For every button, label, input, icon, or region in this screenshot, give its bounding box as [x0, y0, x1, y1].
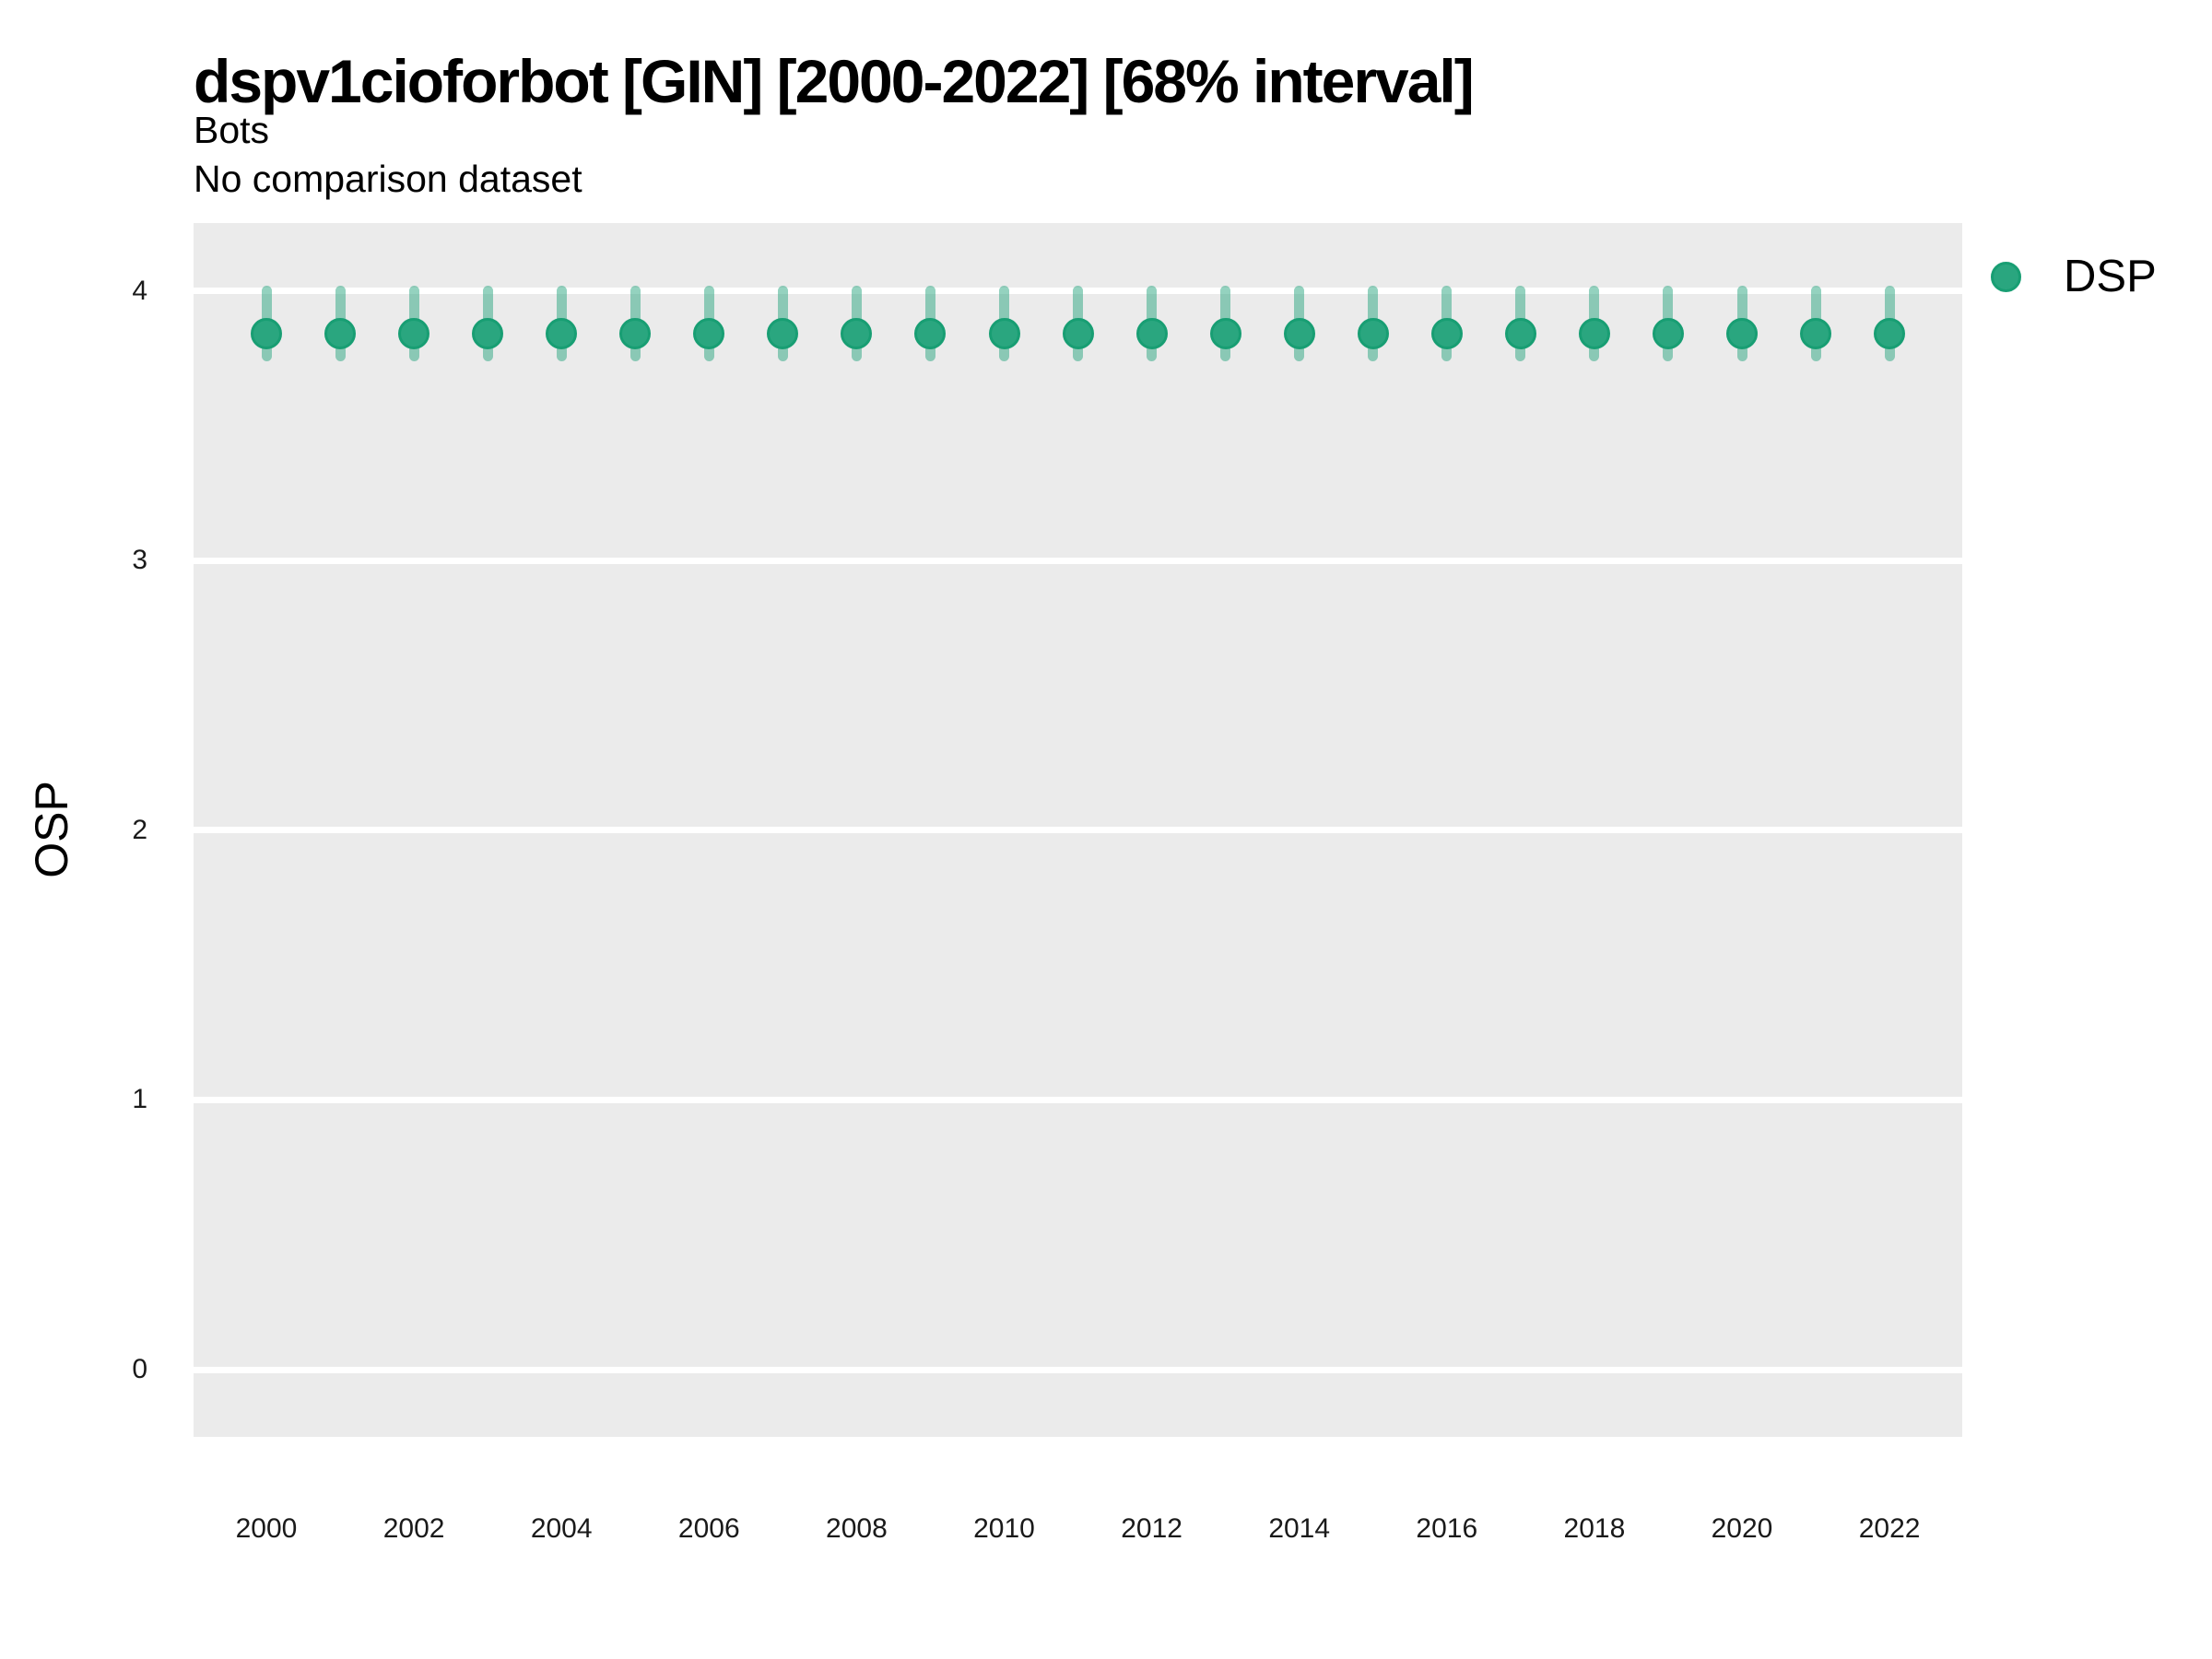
- x-tick-label: 2012: [1121, 1513, 1182, 1544]
- data-point: [767, 318, 799, 350]
- data-point: [1800, 318, 1832, 350]
- data-point: [1135, 318, 1168, 350]
- gridline: [194, 1366, 1962, 1373]
- legend: DSP: [1991, 252, 2157, 301]
- data-point: [1283, 318, 1315, 350]
- x-tick-label: 2022: [1858, 1513, 1921, 1544]
- y-tick-label: 3: [132, 545, 147, 576]
- data-point: [1209, 318, 1241, 350]
- data-point: [841, 318, 873, 350]
- legend-label: DSP: [2064, 252, 2157, 301]
- data-point: [472, 318, 504, 350]
- x-tick-label: 2014: [1268, 1513, 1331, 1544]
- data-point: [1504, 318, 1536, 350]
- data-point: [914, 318, 947, 350]
- x-tick-label: 2020: [1711, 1513, 1773, 1544]
- data-point: [1062, 318, 1094, 350]
- data-point: [988, 318, 1020, 350]
- chart-subtitle: Bots: [194, 109, 270, 151]
- y-tick-label: 0: [132, 1354, 147, 1384]
- data-point: [1578, 318, 1610, 350]
- x-tick-label: 2002: [382, 1513, 445, 1544]
- x-tick-label: 2010: [973, 1513, 1035, 1544]
- y-tick-label: 4: [132, 275, 147, 306]
- gridline: [194, 1096, 1962, 1103]
- chart-comparison-note: No comparison dataset: [194, 158, 582, 200]
- chart-title: dspv1cioforbot [GIN] [2000-2022] [68% in…: [194, 47, 1475, 115]
- legend-point-icon: [1991, 261, 2021, 292]
- data-point: [693, 318, 725, 350]
- x-tick-label: 2000: [235, 1513, 298, 1544]
- data-point: [1430, 318, 1463, 350]
- data-point: [1726, 318, 1758, 350]
- data-point: [251, 318, 282, 350]
- x-tick-label: 2018: [1563, 1513, 1626, 1544]
- x-tick-label: 2008: [826, 1513, 888, 1544]
- data-point: [1652, 318, 1684, 350]
- x-tick-label: 2004: [530, 1513, 593, 1544]
- gridline: [194, 827, 1962, 834]
- gridline: [194, 557, 1962, 564]
- data-point: [546, 318, 578, 350]
- x-tick-label: 2016: [1416, 1513, 1478, 1544]
- data-point: [324, 318, 357, 350]
- data-point: [398, 318, 430, 350]
- y-tick-label: 2: [132, 814, 147, 845]
- data-point: [1357, 318, 1389, 350]
- data-point: [619, 318, 652, 350]
- data-point: [1874, 318, 1906, 350]
- x-tick-label: 2006: [677, 1513, 740, 1544]
- y-tick-label: 1: [132, 1084, 147, 1115]
- plot-panel: [194, 223, 1962, 1437]
